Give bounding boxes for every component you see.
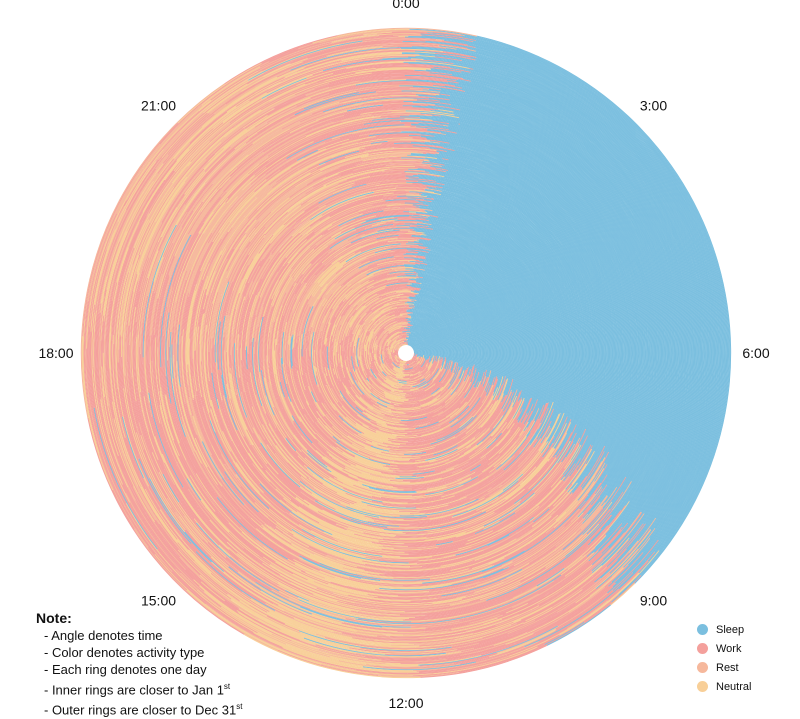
rings-group: [81, 28, 731, 678]
